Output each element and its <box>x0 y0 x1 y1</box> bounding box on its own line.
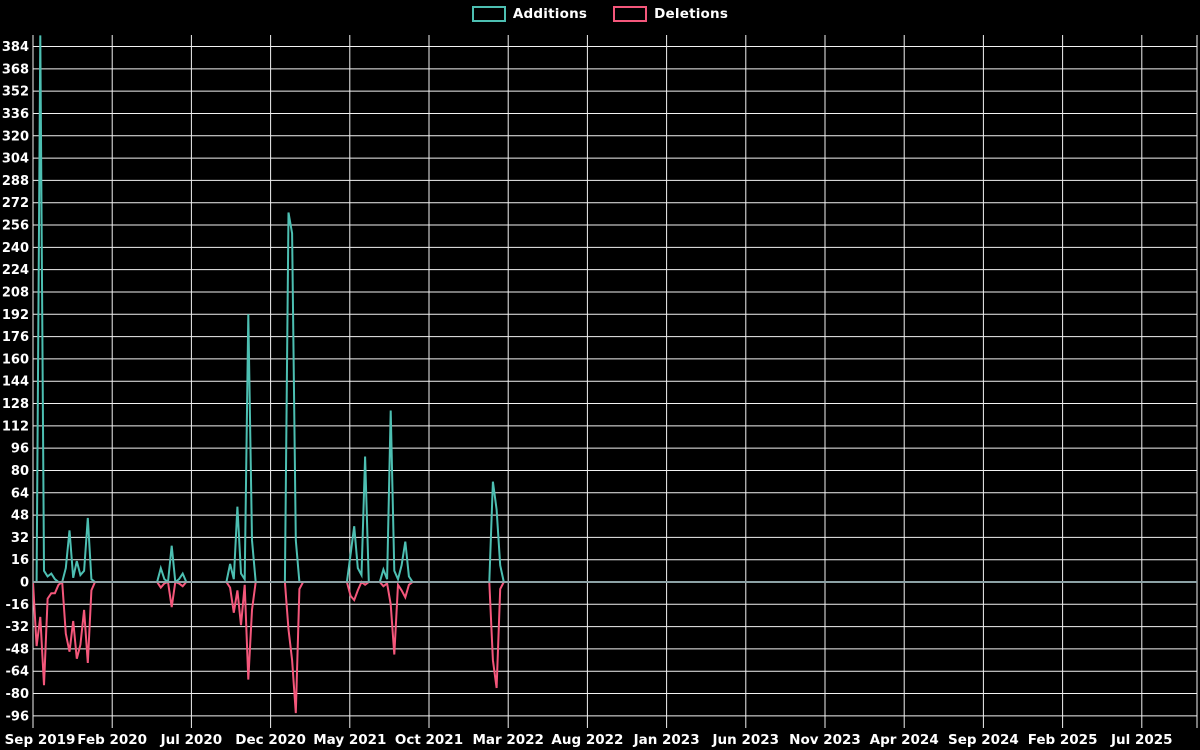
y-tick-label: -64 <box>6 665 30 680</box>
x-tick-label: Aug 2022 <box>551 732 623 748</box>
y-tick-label: 224 <box>2 263 29 278</box>
y-tick-label: 96 <box>11 442 29 457</box>
additions-swatch-icon <box>471 6 506 22</box>
legend-label-deletions: Deletions <box>654 6 729 22</box>
y-tick-label: 160 <box>2 352 29 367</box>
additions-line <box>33 35 1194 584</box>
x-tick-label: Jul 2020 <box>160 732 223 748</box>
y-tick-label: -80 <box>6 687 30 702</box>
x-tick-label: Sep 2024 <box>948 732 1019 748</box>
y-tick-label: 32 <box>11 531 29 546</box>
y-tick-label: 272 <box>2 196 29 211</box>
x-tick-label: Feb 2020 <box>77 732 147 748</box>
y-tick-label: -16 <box>6 598 30 613</box>
x-tick-label: Sep 2019 <box>5 732 76 748</box>
y-tick-label: 368 <box>2 62 29 77</box>
x-tick-label: Jan 2023 <box>633 732 700 748</box>
y-tick-label: 128 <box>2 397 29 412</box>
y-tick-label: 336 <box>2 107 29 122</box>
y-tick-label: 192 <box>2 308 29 323</box>
y-tick-label: 352 <box>2 85 29 100</box>
legend-label-additions: Additions <box>512 6 588 22</box>
legend-item-deletions[interactable]: Deletions <box>613 6 728 22</box>
legend-item-additions[interactable]: Additions <box>471 6 588 22</box>
y-tick-label: 144 <box>2 375 29 390</box>
y-tick-label: 16 <box>11 553 29 568</box>
y-tick-label: 320 <box>2 129 29 144</box>
y-tick-label: -32 <box>6 620 30 635</box>
x-tick-label: Jul 2025 <box>1110 732 1173 748</box>
x-grid: Sep 2019 Feb 2020 Jul 2020 Dec 2020 May 2021… <box>5 35 1198 748</box>
y-tick-label: 112 <box>2 419 29 434</box>
x-tick-label: Jun 2023 <box>712 732 780 748</box>
y-tick-label: 80 <box>11 464 29 479</box>
y-tick-label: -48 <box>6 642 30 657</box>
y-tick-label: 304 <box>2 152 29 167</box>
y-tick-label: 384 <box>2 40 29 55</box>
x-tick-label: May 2021 <box>313 732 386 748</box>
x-tick-label: Dec 2020 <box>235 732 306 748</box>
y-tick-label: 48 <box>11 509 29 524</box>
chart-legend: Additions Deletions <box>0 6 1200 22</box>
y-tick-label: 256 <box>2 219 29 234</box>
y-tick-label: 240 <box>2 241 29 256</box>
x-tick-label: Feb 2025 <box>1028 732 1098 748</box>
x-tick-label: Oct 2021 <box>395 732 463 748</box>
y-tick-label: 176 <box>2 330 29 345</box>
x-tick-label: Apr 2024 <box>870 732 939 748</box>
y-tick-label: 208 <box>2 285 29 300</box>
y-tick-label: 288 <box>2 174 29 189</box>
x-tick-label: Nov 2023 <box>789 732 861 748</box>
y-grid: 3843683523363203042882722562402242081921… <box>2 40 1197 724</box>
y-tick-label: -96 <box>6 709 30 724</box>
y-tick-label: 64 <box>11 486 29 501</box>
x-tick-label: Mar 2022 <box>472 732 543 748</box>
y-tick-label: 0 <box>20 576 29 591</box>
deletions-line <box>33 580 1194 714</box>
deletions-swatch-icon <box>613 6 648 22</box>
